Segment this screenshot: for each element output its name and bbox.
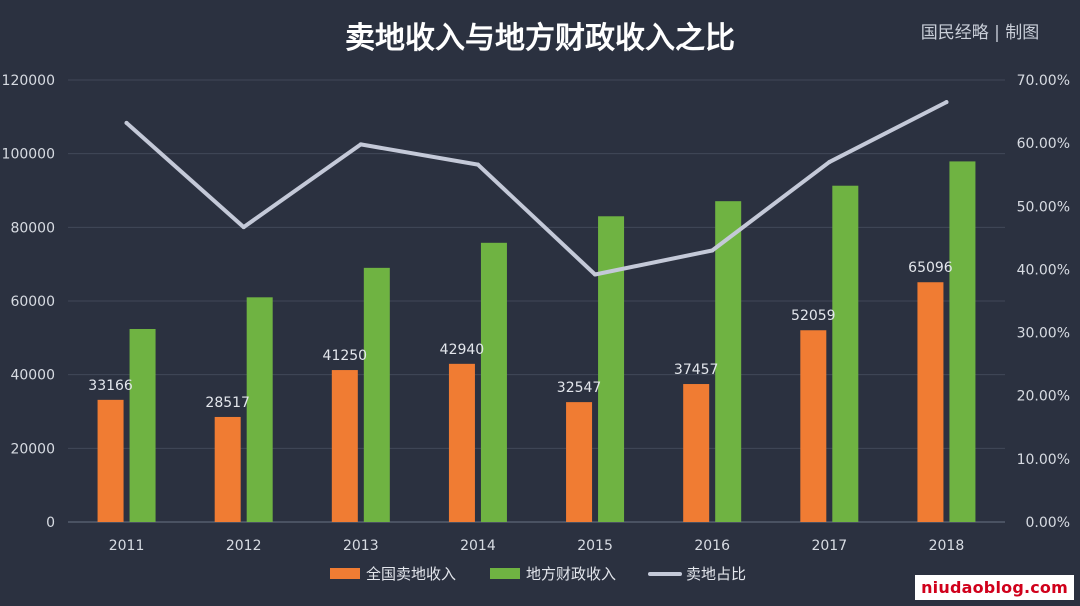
chart-title: 卖地收入与地方财政收入之比 [345, 21, 735, 56]
bar-land-sale-2013 [331, 370, 358, 522]
bar-fiscal-2018 [949, 161, 976, 522]
bars [97, 161, 976, 523]
ratio-point-2014 [475, 162, 480, 167]
x-tick-label: 2016 [694, 538, 730, 554]
y-right-tick-label: 30.00% [1017, 326, 1070, 342]
watermark: niudaoblog.com [915, 575, 1074, 600]
y-left-tick-label: 0 [46, 515, 55, 531]
x-tick-label: 2013 [343, 538, 379, 554]
y-left-tick-label: 60000 [10, 294, 55, 310]
bar-fiscal-2015 [598, 216, 625, 523]
data-labels: 33166 28517 41250 42940 32547 37457 52059 65096 [88, 260, 953, 411]
bar-land-sale-2014 [448, 363, 475, 522]
ratio-point-2011 [124, 120, 129, 125]
ratio-point-2012 [241, 225, 246, 230]
y-right-tick-label: 0.00% [1026, 515, 1070, 531]
data-label: 65096 [908, 260, 953, 276]
x-axis: 2011 2012 2013 2014 2015 2016 2017 2018 [68, 521, 1005, 554]
x-tick-label: 2014 [460, 538, 496, 554]
data-label: 41250 [323, 348, 368, 364]
x-tick-label: 2011 [109, 538, 145, 554]
bar-fiscal-2017 [832, 185, 859, 522]
bar-land-sale-2012 [214, 416, 241, 522]
y-left-tick-label: 120000 [2, 73, 55, 89]
legend-label-2: 卖地占比 [686, 565, 746, 583]
data-label: 28517 [205, 395, 250, 411]
y-right-tick-label: 20.00% [1017, 389, 1070, 405]
x-tick-label: 2012 [226, 538, 262, 554]
bar-land-sale-2011 [97, 399, 124, 522]
ratio-point-2018 [944, 100, 949, 105]
y-right-tick-label: 50.00% [1017, 199, 1070, 215]
bar-fiscal-2011 [129, 328, 156, 522]
y-left-tick-label: 100000 [2, 147, 55, 163]
y-right-tick-label: 10.00% [1017, 452, 1070, 468]
x-tick-label: 2017 [811, 538, 847, 554]
y-left-tick-label: 40000 [10, 368, 55, 384]
ratio-point-2017 [827, 160, 832, 165]
legend-swatch-1 [490, 568, 520, 579]
data-label: 33166 [88, 378, 133, 394]
x-tick-label: 2015 [577, 538, 613, 554]
y-left-tick-label: 80000 [10, 220, 55, 236]
ratio-line-path [124, 100, 949, 277]
data-label: 42940 [440, 342, 485, 358]
bar-fiscal-2013 [363, 267, 390, 522]
y-right-tick-label: 40.00% [1017, 262, 1070, 278]
y-right-tick-label: 60.00% [1017, 136, 1070, 152]
ratio-point-2015 [593, 272, 598, 277]
chart-credit: 国民经略 | 制图 [921, 23, 1040, 43]
legend-label-0: 全国卖地收入 [366, 565, 456, 583]
bar-land-sale-2015 [566, 402, 593, 522]
y-right-tick-label: 70.00% [1017, 73, 1070, 89]
bar-fiscal-2016 [715, 201, 742, 522]
bar-land-sale-2016 [683, 384, 710, 522]
bar-land-sale-2017 [800, 330, 827, 522]
y-left-tick-label: 20000 [10, 441, 55, 457]
ratio-point-2013 [358, 142, 363, 147]
data-label: 52059 [791, 308, 836, 324]
legend-swatch-0 [330, 568, 360, 579]
ratio-point-2016 [710, 248, 715, 253]
bar-fiscal-2012 [246, 297, 273, 522]
y-axis-left: 0 20000 40000 60000 80000 100000 120000 [2, 73, 55, 531]
data-label: 37457 [674, 362, 719, 378]
y-axis-right: 0.00% 10.00% 20.00% 30.00% 40.00% 50.00% 60.00… [1017, 73, 1070, 531]
legend: 全国卖地收入 地方财政收入 卖地占比 [330, 565, 746, 583]
x-tick-label: 2018 [929, 538, 965, 554]
bar-land-sale-2018 [917, 282, 944, 522]
data-label: 32547 [557, 380, 602, 396]
bar-fiscal-2014 [480, 242, 507, 522]
legend-label-1: 地方财政收入 [526, 565, 616, 583]
ratio-line [124, 100, 949, 277]
